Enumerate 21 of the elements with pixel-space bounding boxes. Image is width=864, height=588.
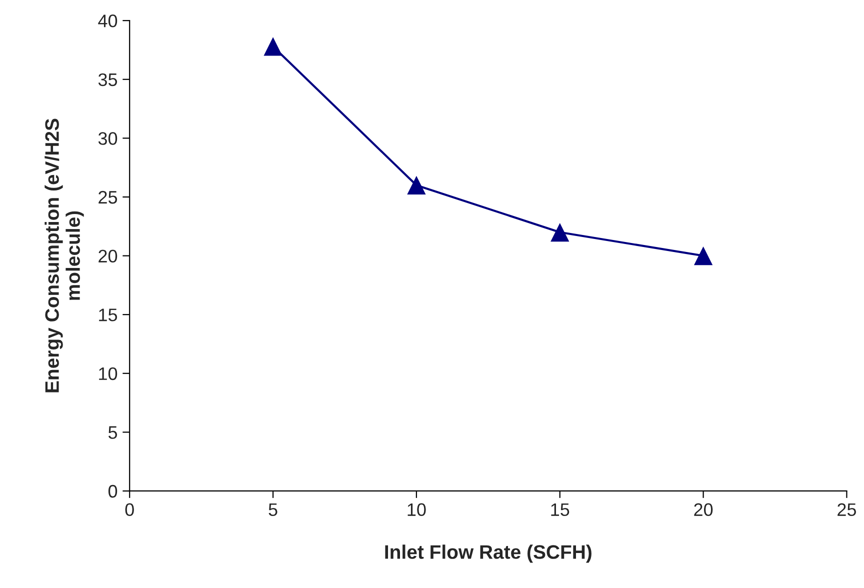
y-tick-label: 10 bbox=[99, 367, 118, 380]
point bbox=[407, 176, 426, 195]
y-axis-title: Energy Consumption (eV/H2S molecule) bbox=[44, 118, 84, 392]
point bbox=[694, 246, 713, 266]
x-tick-label: 20 bbox=[694, 503, 713, 516]
x-tick-label: 25 bbox=[838, 503, 856, 516]
point bbox=[550, 222, 570, 242]
y-tick-label: 40 bbox=[98, 14, 118, 28]
x-tick-label: 5 bbox=[268, 503, 278, 516]
y-tick-label: 20 bbox=[98, 250, 118, 262]
x-tick-label: 15 bbox=[551, 503, 570, 516]
y-tick-label: 30 bbox=[98, 132, 118, 145]
x-tick-label: 0 bbox=[125, 503, 134, 516]
x-tick-label: 10 bbox=[408, 503, 426, 516]
x-axis-title: Inlet Flow Rate (SCFH) bbox=[385, 544, 592, 563]
y-tick-label: 25 bbox=[98, 190, 118, 204]
y-tick-label: 15 bbox=[99, 308, 118, 322]
point bbox=[264, 37, 282, 56]
y-tick-label: 35 bbox=[98, 73, 118, 86]
y-tick-label: 5 bbox=[108, 426, 118, 439]
y-tick-label: 0 bbox=[108, 484, 118, 498]
